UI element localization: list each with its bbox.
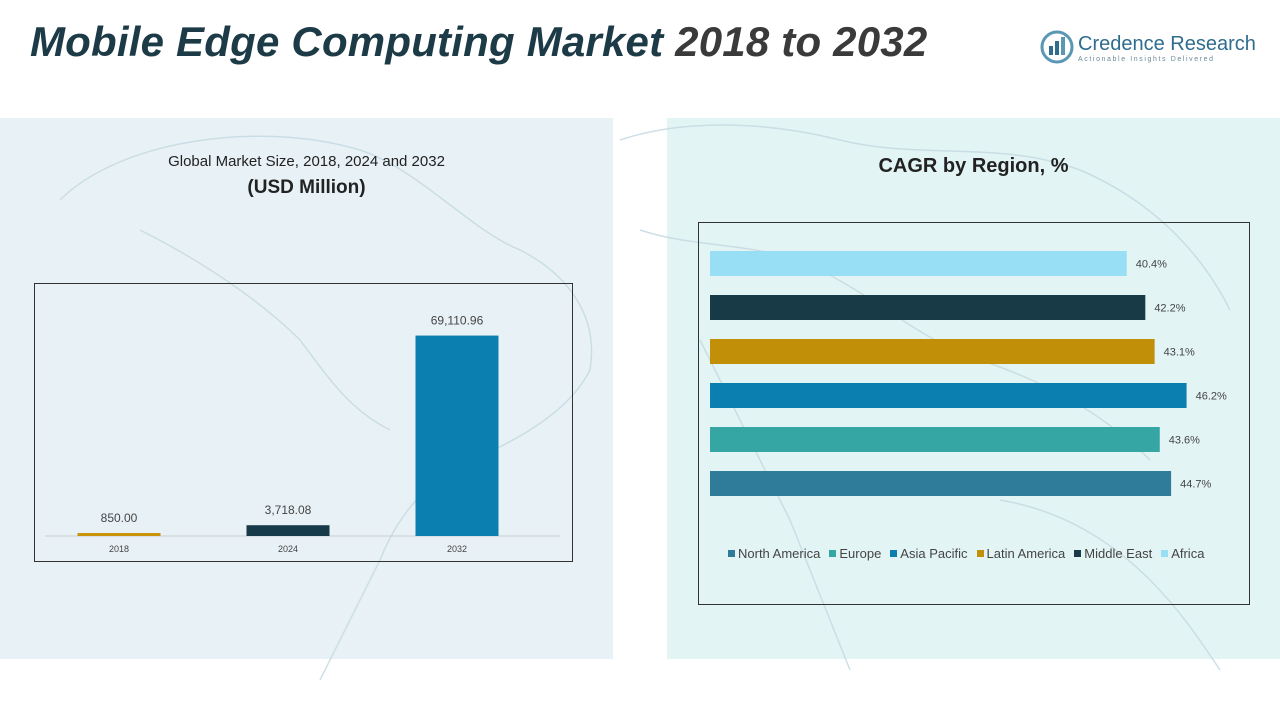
legend-swatch [976,550,984,557]
legend-item-north-america[interactable]: North America [728,546,820,561]
legend-item-europe[interactable]: Europe [829,546,881,561]
bar-asia-pacific [710,383,1187,408]
bar-value-label: 69,110.96 [431,314,484,328]
bar-2032 [415,335,499,536]
legend-label: Middle East [1084,546,1153,561]
legend-label: North America [738,546,821,561]
legend-swatch [890,550,898,557]
legend-item-asia-pacific[interactable]: Asia Pacific [890,546,968,561]
market-size-subtitle: Global Market Size, 2018, 2024 and 2032 [168,153,445,170]
logo-icon [1040,30,1074,64]
legend-label: Europe [839,546,882,561]
credence-research-logo[interactable]: Credence Research Actionable Insights De… [1040,30,1260,70]
bar-middle-east [710,295,1146,320]
bar-value-label: 46.2% [1196,391,1227,403]
logo-name: Credence Research [1078,33,1256,55]
bar-value-label: 3,718.08 [265,503,312,517]
x-tick-label: 2032 [447,544,467,554]
title-years: 2018 to 2032 [675,18,928,65]
x-tick-label: 2024 [278,544,298,554]
legend-swatch [728,550,735,557]
bar-value-label: 44.7% [1180,479,1211,491]
legend-label: Africa [1171,546,1205,561]
bar-latin-america [710,339,1155,364]
cagr-legend: North America Europe Asia Pacific Latin Ame… [728,546,1248,561]
market-size-bar-chart: 850.00 2018 3,718.08 2024 69,110.96 2032 [45,314,560,554]
cagr-title: CAGR by Region, % [878,155,1069,177]
legend-item-africa[interactable]: Africa [1161,546,1204,561]
cagr-bar-chart: 40.4% 42.2% 43.1% 46.2% 43.6% 44.7% [710,251,1227,496]
bar-2018 [77,533,161,536]
bar-europe [710,427,1160,452]
page-title: Mobile Edge Computing Market 2018 to 203… [30,18,927,66]
bar-africa [710,251,1127,276]
legend-swatch [1074,550,1082,557]
legend-label: Latin America [986,546,1066,561]
legend-swatch [1161,550,1169,557]
bar-value-label: 42.2% [1154,303,1185,315]
legend-label: Asia Pacific [900,546,968,561]
market-size-unit: (USD Million) [247,177,366,198]
bar-value-label: 43.6% [1169,435,1200,447]
bar-north-america [710,471,1172,496]
legend-item-latin-america[interactable]: Latin America [976,546,1066,561]
x-tick-label: 2018 [109,544,129,554]
bar-value-label: 850.00 [101,511,138,525]
cagr-chart-frame: 40.4% 42.2% 43.1% 46.2% 43.6% 44.7% [698,222,1250,605]
bar-value-label: 40.4% [1136,259,1167,271]
bar-value-label: 43.1% [1164,347,1195,359]
title-main: Mobile Edge Computing Market [30,18,664,65]
legend-item-middle-east[interactable]: Middle East [1074,546,1152,561]
market-size-chart-frame: 850.00 2018 3,718.08 2024 69,110.96 2032 [34,283,573,562]
bar-2024 [246,525,330,536]
legend-swatch [829,550,837,557]
logo-tagline: Actionable Insights Delivered [1078,56,1215,63]
